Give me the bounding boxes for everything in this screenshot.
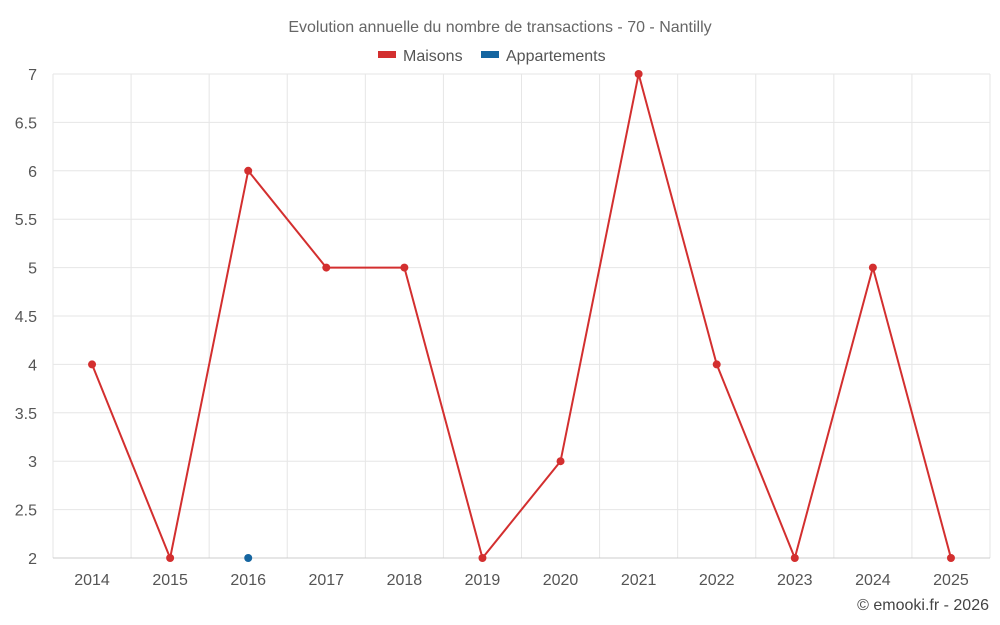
series [88, 70, 955, 562]
x-tick-label: 2015 [152, 572, 188, 589]
x-tick-label: 2025 [933, 572, 969, 589]
data-point-maisons[interactable] [88, 360, 97, 369]
x-tick-label: 2023 [777, 572, 813, 589]
data-point-maisons[interactable] [244, 166, 253, 175]
credit-text: © emooki.fr - 2026 [857, 597, 989, 614]
legend-swatch-appartements [481, 51, 499, 58]
chart-title: Evolution annuelle du nombre de transact… [288, 19, 711, 36]
y-tick-label: 6 [28, 164, 37, 181]
series-maisons [88, 70, 955, 562]
data-point-maisons[interactable] [634, 70, 643, 78]
y-tick-label: 3.5 [15, 406, 37, 423]
data-point-maisons[interactable] [946, 554, 955, 562]
x-axis-ticks: 2014 2015 2016 2017 2018 2019 2020 2021 2022 2023… [74, 572, 969, 589]
data-point-maisons[interactable] [400, 263, 409, 272]
y-tick-label: 5.5 [15, 212, 37, 229]
data-point-maisons[interactable] [868, 263, 877, 272]
x-tick-label: 2019 [465, 572, 501, 589]
data-point-appartements[interactable] [244, 554, 253, 562]
y-tick-label: 5 [28, 261, 37, 278]
data-point-maisons[interactable] [712, 360, 721, 369]
series-line-maisons [91, 73, 952, 559]
x-tick-label: 2018 [387, 572, 423, 589]
x-tick-label: 2020 [543, 572, 579, 589]
x-tick-label: 2021 [621, 572, 657, 589]
x-tick-label: 2024 [855, 572, 891, 589]
data-point-maisons[interactable] [166, 554, 175, 562]
x-tick-label: 2016 [230, 572, 266, 589]
data-point-maisons[interactable] [556, 457, 565, 466]
y-tick-label: 6.5 [15, 115, 37, 132]
y-tick-label: 3 [28, 454, 37, 471]
y-tick-label: 2 [28, 551, 37, 568]
x-tick-label: 2022 [699, 572, 735, 589]
legend-label-maisons: Maisons [403, 48, 463, 65]
x-tick-label: 2014 [74, 572, 110, 589]
x-tick-label: 2017 [308, 572, 344, 589]
legend-swatch-maisons [378, 51, 396, 58]
legend-item-appartements[interactable]: Appartements [481, 48, 606, 65]
data-point-maisons[interactable] [790, 554, 799, 562]
y-tick-label: 2.5 [15, 503, 37, 520]
y-tick-label: 7 [28, 67, 37, 84]
y-tick-label: 4.5 [15, 309, 37, 326]
legend-label-appartements: Appartements [506, 48, 606, 65]
data-point-maisons[interactable] [478, 554, 487, 562]
legend-item-maisons[interactable]: Maisons [378, 48, 463, 65]
y-tick-label: 4 [28, 357, 37, 374]
gridlines [52, 73, 991, 559]
legend: Maisons Appartements [378, 48, 606, 65]
data-point-maisons[interactable] [322, 263, 331, 272]
series-appartements [244, 554, 253, 562]
y-axis-ticks: 2 2.5 3 3.5 4 4.5 5 5.5 6 6.5 7 [15, 67, 37, 568]
